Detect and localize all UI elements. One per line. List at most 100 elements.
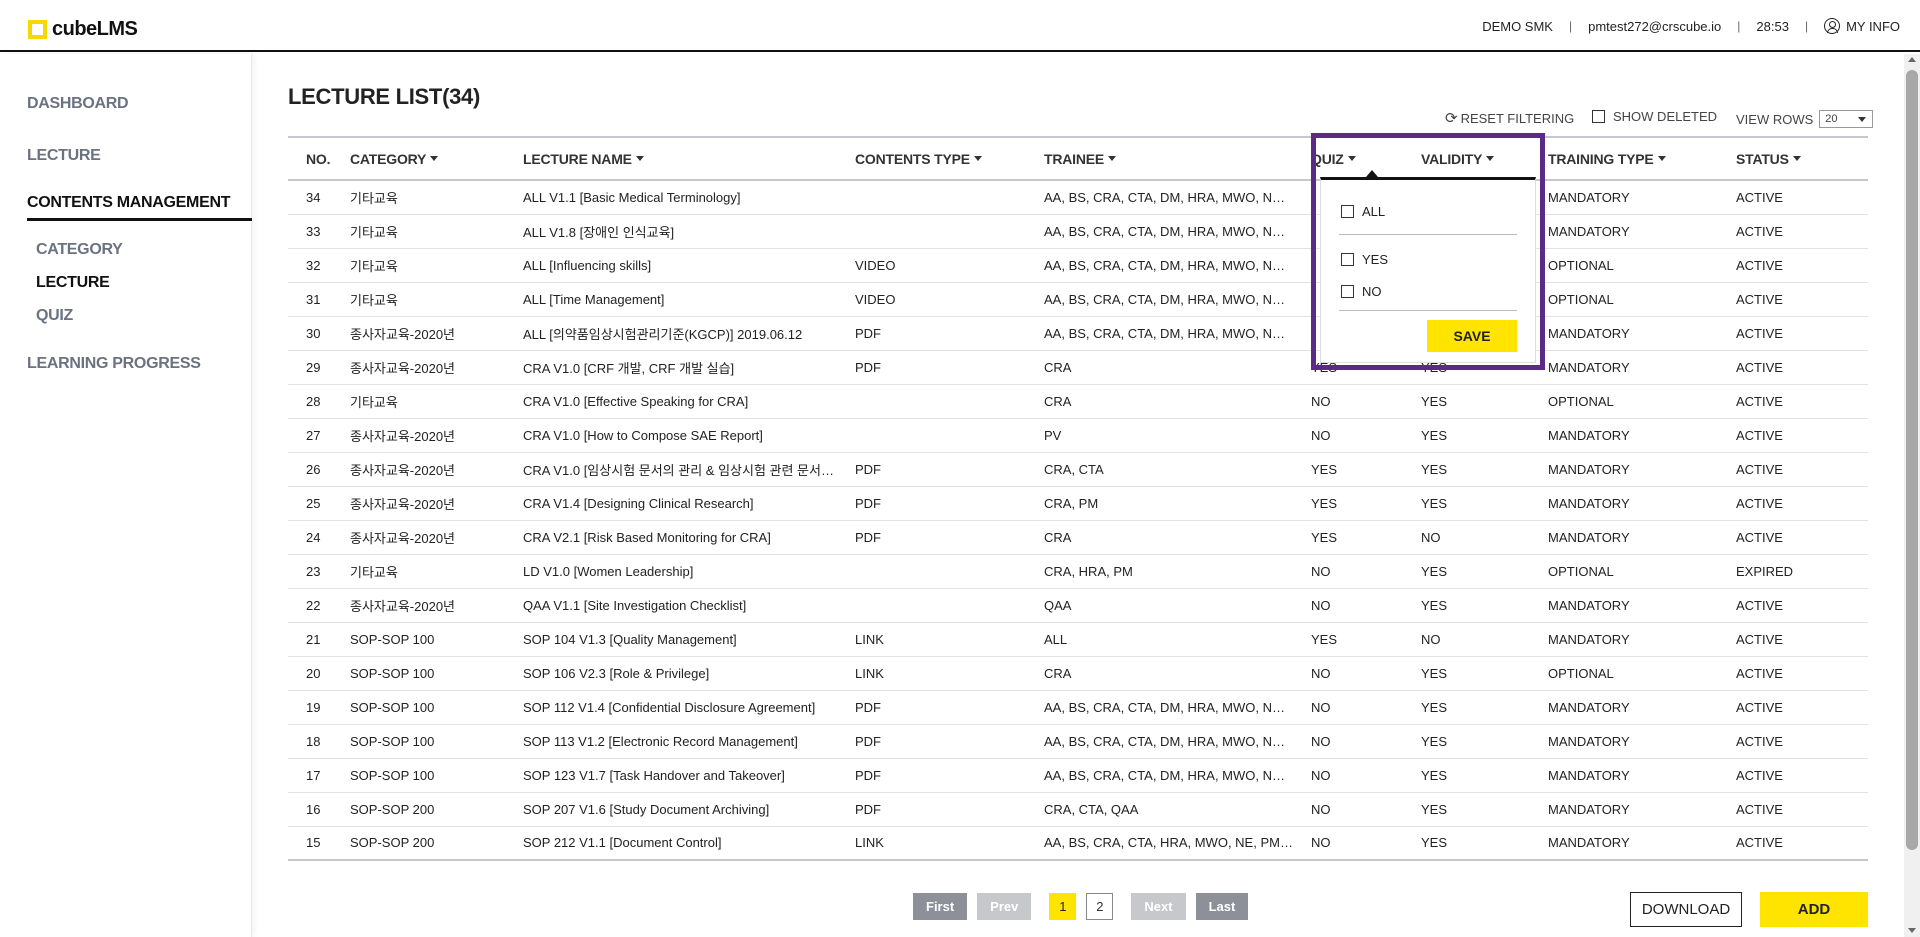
quiz-filter-option-all[interactable]: ALL [1341,204,1385,219]
download-button[interactable]: DOWNLOAD [1630,892,1742,927]
col-header-training-type[interactable]: TRAINING TYPE [1530,136,1718,181]
sort-caret-icon [1108,156,1117,162]
cell-status: ACTIVE [1718,384,1868,419]
checkbox[interactable] [1341,205,1354,218]
cell-training-type: MANDATORY [1530,826,1718,861]
cell-category: 종사자교육-2020년 [332,350,505,385]
table-row[interactable]: 32 기타교육 ALL [Influencing skills] VIDEO AA, B… [288,248,1868,283]
scrollbar-thumb[interactable] [1906,70,1918,850]
cell-no: 30 [288,316,332,351]
page-number-2[interactable]: 2 [1086,893,1114,920]
cell-status: ACTIVE [1718,350,1868,385]
cell-trainee: AA, BS, CRA, CTA, DM, HRA, MWO, NE, P... [1026,316,1293,351]
page-number-1[interactable]: 1 [1049,893,1077,920]
table-row[interactable]: 23 기타교육 LD V1.0 [Women Leadership] CRA, HRA… [288,554,1868,589]
page-first-button[interactable]: First [913,893,968,920]
sidebar-item-dashboard[interactable]: DASHBOARD [27,95,129,112]
table-row[interactable]: 15 SOP-SOP 200 SOP 212 V1.1 [Document Cont… [288,826,1868,861]
col-header-trainee[interactable]: TRAINEE [1026,136,1293,181]
cell-lecture-name: SOP 106 V2.3 [Role & Privilege] [505,656,837,691]
cell-validity: YES [1403,826,1530,861]
cell-trainee: AA, BS, CRA, CTA, DM, HRA, MWO, NE, P... [1026,248,1293,283]
cell-contents-type [837,384,1026,419]
table-row[interactable]: 31 기타교육 ALL [Time Management] VIDEO AA, BS, … [288,282,1868,317]
col-header-status[interactable]: STATUS [1718,136,1868,181]
cell-training-type: MANDATORY [1530,724,1718,759]
cell-contents-type: PDF [837,520,1026,555]
filter-caret-icon [1347,156,1356,162]
cell-lecture-name: CRA V1.0 [How to Compose SAE Report] [505,418,837,453]
col-header-category[interactable]: CATEGORY [332,136,505,181]
sidebar-item-lecture[interactable]: LECTURE [27,147,101,164]
cell-quiz: YES [1293,520,1403,555]
table-row[interactable]: 29 종사자교육-2020년 CRA V1.0 [CRF 개발, CRF 개발 실습… [288,350,1868,385]
table-row[interactable]: 33 기타교육 ALL V1.8 [장애인 인식교육] AA, BS, CRA, CT… [288,214,1868,249]
quiz-filter-option-no[interactable]: NO [1341,284,1382,299]
checkbox[interactable] [1341,285,1354,298]
col-header-lecture-name[interactable]: LECTURE NAME [505,136,837,181]
cell-category: SOP-SOP 200 [332,826,505,861]
cell-contents-type: LINK [837,622,1026,657]
cell-lecture-name: SOP 123 V1.7 [Task Handover and Takeover… [505,758,837,793]
cell-training-type: MANDATORY [1530,418,1718,453]
view-rows-select[interactable]: 20 [1819,110,1874,128]
cell-trainee: CRA [1026,350,1293,385]
page-last-button[interactable]: Last [1195,893,1249,920]
my-info-link[interactable]: MY INFO [1824,18,1900,34]
show-deleted-checkbox[interactable] [1592,110,1605,123]
table-row[interactable]: 18 SOP-SOP 100 SOP 113 V1.2 [Electronic Re… [288,724,1868,759]
cell-status: ACTIVE [1718,452,1868,487]
table-row[interactable]: 27 종사자교육-2020년 CRA V1.0 [How to Compose SA… [288,418,1868,453]
quiz-filter-option-yes[interactable]: YES [1341,252,1388,267]
cell-category: 종사자교육-2020년 [332,452,505,487]
save-filter-button[interactable]: SAVE [1427,320,1517,352]
sidebar: DASHBOARD LECTURE CONTENTS MANAGEMENT CA… [0,54,252,937]
table-row[interactable]: 25 종사자교육-2020년 CRA V1.4 [Designing Clinica… [288,486,1868,521]
col-header-validity[interactable]: VALIDITY [1403,136,1530,181]
table-row[interactable]: 24 종사자교육-2020년 CRA V2.1 [Risk Based Monito… [288,520,1868,555]
sidebar-item-contents-management[interactable]: CONTENTS MANAGEMENT [27,194,231,211]
cell-status: ACTIVE [1718,792,1868,827]
page-next-button[interactable]: Next [1131,893,1186,920]
scroll-up-arrow-icon[interactable] [1908,57,1916,62]
sidebar-item-learning-progress[interactable]: LEARNING PROGRESS [27,355,201,372]
app-logo[interactable]: cubeLMS [28,18,138,41]
cell-quiz: NO [1293,656,1403,691]
table-row[interactable]: 28 기타교육 CRA V1.0 [Effective Speaking for C… [288,384,1868,419]
table-row[interactable]: 17 SOP-SOP 100 SOP 123 V1.7 [Task Handover… [288,758,1868,793]
cell-category: 기타교육 [332,214,505,249]
page-prev-button[interactable]: Prev [977,893,1032,920]
cell-trainee: CRA, CTA [1026,452,1293,487]
show-deleted-toggle[interactable]: SHOW DELETED [1592,109,1717,124]
cell-lecture-name: ALL [Influencing skills] [505,248,837,283]
sidebar-subitem-lecture[interactable]: LECTURE [36,274,110,291]
table-row[interactable]: 21 SOP-SOP 100 SOP 104 V1.3 [Quality Manag… [288,622,1868,657]
sidebar-subitem-quiz[interactable]: QUIZ [36,307,74,324]
reset-filtering-button[interactable]: ⟳ RESET FILTERING [1445,109,1574,127]
show-deleted-label: SHOW DELETED [1613,109,1718,124]
sidebar-subitem-category[interactable]: CATEGORY [36,241,123,258]
separator: | [1568,19,1573,33]
table-row[interactable]: 16 SOP-SOP 200 SOP 207 V1.6 [Study Documen… [288,792,1868,827]
col-header-quiz[interactable]: QUIZ [1293,136,1403,181]
cell-status: ACTIVE [1718,826,1868,861]
table-row[interactable]: 34 기타교육 ALL V1.1 [Basic Medical Terminolog… [288,180,1868,215]
reset-filtering-label: RESET FILTERING [1460,110,1575,126]
cell-validity: YES [1403,588,1530,623]
cell-validity: NO [1403,622,1530,657]
pagination: First Prev 1 2 Next Last [913,893,1258,920]
table-row[interactable]: 22 종사자교육-2020년 QAA V1.1 [Site Investigatio… [288,588,1868,623]
cell-training-type: MANDATORY [1530,214,1718,249]
cell-no: 22 [288,588,332,623]
add-button[interactable]: ADD [1760,892,1868,927]
scroll-down-arrow-icon[interactable] [1908,928,1916,933]
table-row[interactable]: 20 SOP-SOP 100 SOP 106 V2.3 [Role & Privil… [288,656,1868,691]
checkbox[interactable] [1341,253,1354,266]
table-row[interactable]: 19 SOP-SOP 100 SOP 112 V1.4 [Confidential … [288,690,1868,725]
col-header-contents-type[interactable]: CONTENTS TYPE [837,136,1026,181]
cell-training-type: OPTIONAL [1530,248,1718,283]
cell-category: SOP-SOP 100 [332,622,505,657]
table-row[interactable]: 30 종사자교육-2020년 ALL [의약품임상시험관리기준(KGCP)] 201… [288,316,1868,351]
table-row[interactable]: 26 종사자교육-2020년 CRA V1.0 [임상시험 문서의 관리 & 임상시… [288,452,1868,487]
cell-no: 34 [288,180,332,215]
